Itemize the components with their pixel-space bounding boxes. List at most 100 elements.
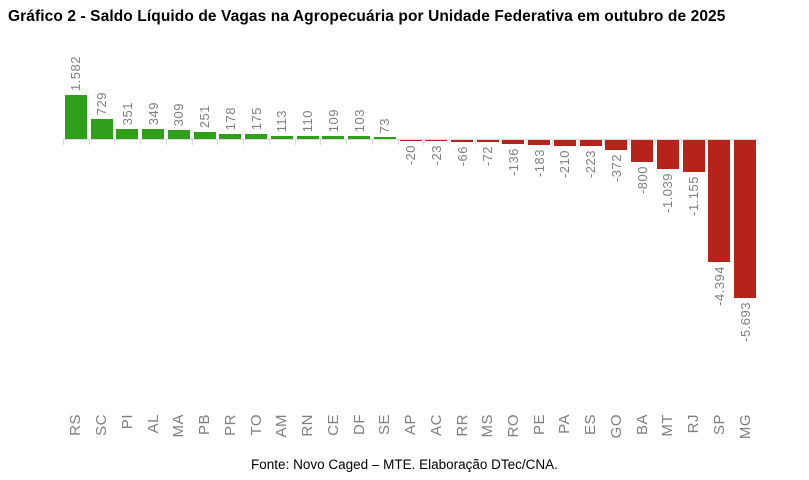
bar-AM [270, 136, 293, 139]
axis-tick [346, 140, 347, 145]
x-axis-label-SP: SP [710, 414, 728, 436]
x-axis-label-MG: MG [736, 414, 754, 440]
x-axis-label-AL: AL [144, 414, 162, 434]
value-label-AP: -20 [403, 145, 418, 166]
axis-tick [217, 140, 218, 145]
bar-RS [64, 95, 87, 139]
x-axis-label-PA: PA [556, 414, 574, 434]
value-label-SC: 729 [94, 91, 110, 115]
value-label-SE: 73 [377, 117, 393, 133]
axis-tick [732, 140, 733, 145]
x-axis-line [63, 139, 758, 140]
x-axis-label-PR: PR [221, 414, 239, 436]
x-axis-label-MS: MS [479, 414, 497, 438]
value-label-MG: -5.693 [737, 302, 753, 342]
value-label-BA: -800 [634, 166, 650, 195]
axis-tick [758, 140, 759, 145]
x-axis-label-BA: BA [633, 414, 651, 436]
axis-tick [604, 140, 605, 145]
value-label-RO: -136 [505, 148, 521, 177]
axis-tick [114, 140, 115, 145]
x-axis-label-RS: RS [67, 414, 85, 436]
axis-tick [320, 140, 321, 145]
x-axis-label-MA: MA [170, 414, 188, 438]
value-label-PE: -183 [531, 149, 547, 178]
bar-AC [425, 140, 448, 141]
value-label-PA: -210 [557, 150, 573, 179]
bar-DF [348, 136, 370, 139]
value-label-TO: 175 [248, 106, 264, 130]
value-label-MA: 309 [171, 102, 187, 126]
x-axis-label-RR: RR [453, 414, 471, 437]
bar-RJ [682, 140, 705, 172]
source-note: Fonte: Novo Caged – MTE. Elaboração DTec… [251, 457, 558, 472]
x-axis-label-DF: DF [350, 414, 368, 435]
axis-tick [140, 140, 141, 145]
chart-title: Gráfico 2 - Saldo Líquido de Vagas na Ag… [8, 8, 726, 25]
bar-AL [142, 129, 165, 139]
value-label-RJ: -1.155 [686, 176, 702, 216]
value-label-AL: 349 [145, 101, 161, 125]
bar-AP [399, 140, 422, 141]
value-label-AM: 113 [274, 109, 290, 132]
axis-tick [526, 140, 527, 145]
value-label-SP: -4.394 [711, 266, 727, 306]
axis-tick [372, 140, 373, 145]
bar-TO [245, 134, 267, 139]
axis-tick [449, 140, 450, 145]
bar-PA [553, 140, 576, 146]
bar-SP [708, 140, 731, 262]
value-label-ES: -223 [583, 150, 599, 179]
bar-GO [605, 140, 628, 150]
axis-tick [475, 140, 476, 145]
axis-tick [243, 140, 244, 145]
value-label-GO: -372 [608, 154, 624, 183]
bar-RN [296, 136, 319, 139]
value-label-MT: -1.039 [660, 173, 676, 213]
x-axis-label-SC: SC [93, 414, 111, 436]
axis-tick [707, 140, 708, 145]
axis-tick [501, 140, 502, 145]
axis-tick [655, 140, 656, 145]
axis-tick [166, 140, 167, 145]
value-label-PI: 351 [119, 101, 135, 125]
x-axis-label-CE: CE [324, 414, 342, 436]
value-label-RR: -66 [454, 146, 470, 167]
value-label-DF: 103 [351, 108, 367, 132]
bar-PR [219, 134, 242, 139]
axis-tick [423, 140, 424, 145]
x-axis-label-AP: AP [402, 414, 419, 436]
axis-tick [89, 140, 90, 145]
value-label-PB: 251 [197, 104, 213, 128]
bar-CE [322, 136, 345, 139]
axis-tick [63, 140, 64, 145]
axis-tick [552, 140, 553, 145]
bar-MA [167, 130, 190, 139]
bar-RO [502, 140, 525, 144]
bar-SC [90, 119, 113, 139]
bar-PE [528, 140, 551, 145]
x-axis-label-GO: GO [607, 414, 625, 439]
x-axis-label-MT: MT [659, 414, 677, 437]
x-axis-label-RO: RO [504, 414, 522, 438]
bar-SE [373, 137, 396, 139]
value-label-CE: 109 [325, 108, 341, 132]
bar-BA [631, 140, 654, 162]
x-axis-label-RJ: RJ [685, 414, 703, 434]
axis-tick [578, 140, 579, 145]
axis-tick [269, 140, 270, 145]
axis-tick [629, 140, 630, 145]
value-label-RN: 110 [300, 109, 315, 132]
value-label-MS: -72 [480, 146, 496, 167]
bar-ES [579, 140, 602, 146]
axis-tick [681, 140, 682, 145]
bar-RR [451, 140, 473, 142]
bar-MG [734, 140, 757, 298]
bar-PI [116, 129, 139, 139]
axis-tick [295, 140, 296, 145]
bar-PB [193, 132, 216, 139]
x-axis-label-SE: SE [376, 414, 394, 436]
value-label-PR: 178 [222, 106, 238, 130]
